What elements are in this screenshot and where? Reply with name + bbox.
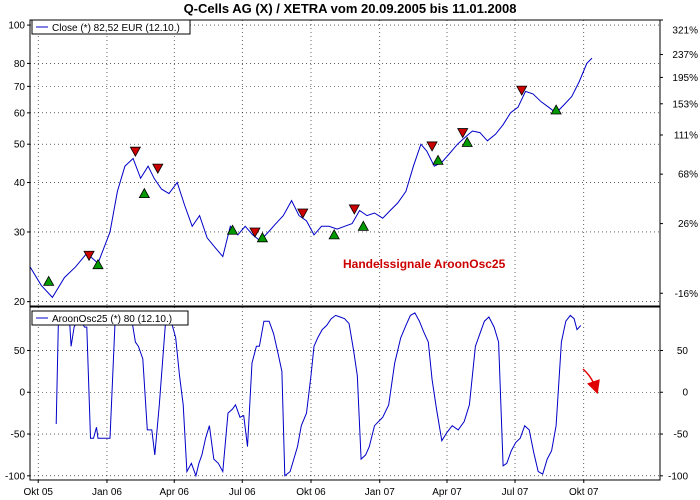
x-tick-label: Okt 07 [569,487,599,498]
price-left-tick-label: 20 [14,297,26,308]
price-right-tick-label: 111% [674,130,698,141]
buy-signal-marker [43,275,55,286]
oscillator-grid [30,307,660,480]
buy-signal-marker [432,154,444,165]
oscillator-legend-label: AroonOsc25 (*) 80 (12.10.) [52,314,172,325]
oscillator-right-tick-label: 0 [682,388,688,399]
x-axis-labels: Okt 05 Jan 06 Apr 06 Jul 06 Okt 06 Jan 07 Apr … [23,480,599,498]
sell-signal-marker [152,163,164,174]
oscillator-right-tick-label: 50 [677,346,689,357]
signal-markers [43,85,562,286]
buy-signal-marker [328,229,340,240]
buy-signal-marker [550,104,562,115]
buy-signal-marker [92,258,104,270]
x-tick-label: Apr 07 [432,487,462,498]
x-tick-label: Jan 07 [365,487,395,498]
x-tick-label: Apr 06 [160,487,190,498]
price-left-tick-label: 50 [14,140,26,151]
price-right-tick-label: -16% [675,289,698,300]
price-right-tick-label: 153% [672,99,698,110]
price-left-tick-label: 40 [14,178,26,189]
x-tick-label: Jul 06 [229,487,256,498]
price-left-tick-label: 100 [8,21,25,32]
price-right-axis: -16% 26% 68% 111% 153% 195% 237% 321% [660,19,698,300]
signal-annotation: Handelssignale AroonOsc25 [343,257,506,271]
buy-signal-marker [461,136,473,147]
oscillator-left-tick-label: -100 [5,471,25,482]
oscillator-left-tick-label: 0 [19,388,25,399]
oscillator-legend: AroonOsc25 (*) 80 (12.10.) [31,310,189,326]
price-left-tick-label: 30 [14,227,26,238]
oscillator-left-axis: -100 -50 0 50 [5,346,30,482]
oscillator-right-tick-label: -50 [674,430,689,441]
price-left-tick-label: 80 [14,59,26,70]
sell-signal-marker [83,250,95,262]
sell-signal-marker [297,208,309,219]
price-left-tick-label: 60 [14,108,26,119]
price-legend: Close (*) 82,52 EUR (12.10.) [31,19,191,35]
chart-title: Q-Cells AG (X) / XETRA vom 20.09.2005 bi… [184,1,517,16]
oscillator-frame [29,306,661,481]
price-right-tick-label: 237% [672,50,698,61]
oscillator-left-tick-label: 50 [14,346,26,357]
sell-signal-marker [249,227,261,238]
price-right-tick-label: 68% [678,170,698,181]
sell-signal-marker [426,141,438,152]
x-tick-label: Okt 06 [296,487,326,498]
oscillator-right-tick-label: -100 [668,471,688,482]
annotation-arrow [582,368,600,395]
oscillator-right-axis: -100 -50 0 50 [660,346,688,482]
oscillator-left-tick-label: -50 [11,430,26,441]
price-right-tick-label: 321% [672,26,698,37]
price-line [29,57,593,299]
price-panel: 20 30 40 50 60 70 80 100 -16% 26% 68% 111% 153% 195%… [8,19,698,308]
x-tick-label: Jul 07 [502,487,529,498]
price-left-tick-label: 70 [14,82,26,93]
price-left-axis: 20 30 40 50 60 70 80 100 [8,21,30,308]
oscillator-line [55,311,582,478]
price-frame [29,19,661,307]
x-tick-label: Jan 06 [92,487,122,498]
sell-signal-marker [516,85,528,96]
price-legend-label: Close (*) 82,52 EUR (12.10.) [52,23,180,34]
buy-signal-marker [138,187,151,199]
sell-signal-marker [348,204,361,215]
buy-signal-marker [256,231,269,243]
sell-signal-marker [129,146,142,158]
price-right-tick-label: 26% [678,219,698,230]
oscillator-panel: -100 -50 0 50 -100 -50 0 50 AroonOsc25 (*) 80 … [5,306,688,482]
x-tick-label: Okt 05 [23,487,53,498]
buy-signal-marker [357,220,369,231]
price-right-tick-label: 195% [672,73,698,84]
sell-signal-marker [457,128,469,139]
buy-signal-marker [226,224,239,235]
